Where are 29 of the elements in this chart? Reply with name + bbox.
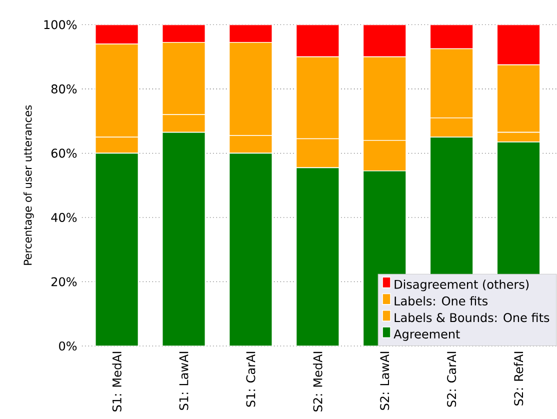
y-tick-label: 0%	[59, 341, 77, 351]
bar	[229, 153, 272, 346]
y-tick-label: 100%	[44, 20, 77, 30]
x-tick-label: S2: MedAI	[313, 352, 322, 412]
x-tick-label: S1: LawAI	[179, 352, 188, 410]
legend-label: Agreement	[394, 330, 460, 341]
legend-label: Disagreement (others)	[394, 280, 529, 292]
bar	[296, 24, 340, 58]
legend-label: Labels: One fits	[394, 296, 488, 306]
x-tick-label: S2: CarAI	[447, 352, 456, 407]
bar	[95, 153, 138, 346]
x-tick-label: S1: MedAI	[112, 352, 122, 412]
x-tick-label: S1: CarAI	[246, 352, 256, 407]
y-tick-label: 80%	[51, 84, 77, 94]
legend-label: Labels & Bounds: One fits	[394, 312, 550, 322]
x-tick-label: S2: LawAI	[380, 352, 390, 410]
bar	[162, 132, 206, 346]
y-axis-title: Percentage of user utterances	[24, 105, 34, 265]
bar	[94, 24, 139, 44]
y-tick-label: 40%	[51, 212, 77, 222]
bar	[296, 168, 340, 346]
bar	[228, 24, 273, 43]
y-tick-label: 60%	[51, 148, 77, 158]
bar	[496, 24, 540, 66]
bar	[162, 24, 206, 43]
x-tick-label: S2: RefAI	[514, 352, 524, 406]
bar	[362, 24, 406, 58]
y-tick-label: 20%	[52, 277, 77, 286]
bar	[430, 24, 474, 50]
